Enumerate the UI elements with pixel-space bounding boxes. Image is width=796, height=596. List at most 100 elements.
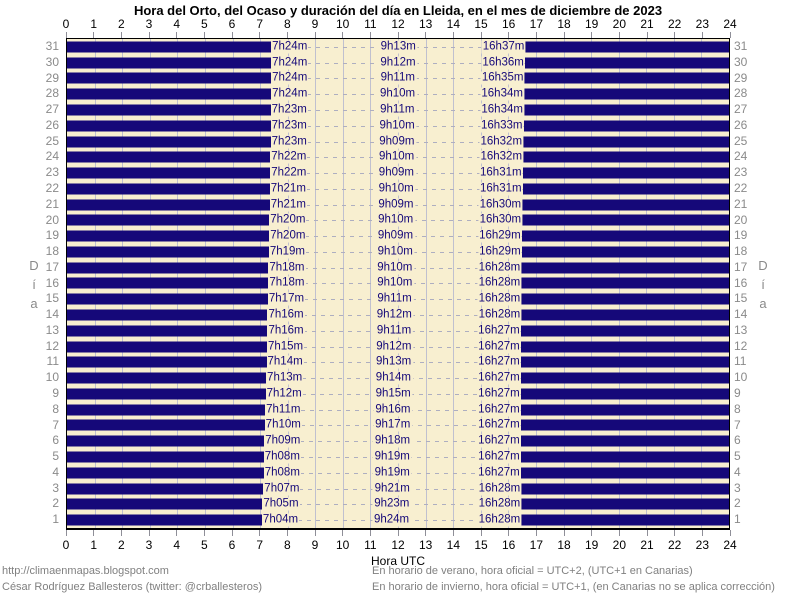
x-axis-ticks-top: [65, 32, 731, 38]
sunset-time-label: 16h28m: [477, 482, 522, 496]
night-bar-morning: [67, 151, 271, 163]
hour-label-9: 9: [311, 17, 319, 31]
day-number-left-1: 1: [52, 512, 59, 527]
night-bar-evening: [521, 514, 729, 526]
hour-label-8: 8: [283, 17, 291, 31]
night-bar-morning: [67, 120, 271, 132]
sunrise-time-label: 7h14m: [266, 355, 304, 369]
night-bar-morning: [67, 309, 268, 321]
day-row-7: 7h10m 9h17m 16h27m: [67, 418, 729, 434]
day-number-left-20: 20: [45, 212, 59, 227]
sunset-time-label: 16h34m: [480, 103, 524, 117]
day-row-5: 7h08m 9h19m 16h27m: [67, 449, 729, 465]
hour-label-11: 11: [364, 538, 377, 552]
night-bar-morning: [67, 483, 264, 495]
night-bar-evening: [521, 277, 729, 289]
sunrise-time-label: 7h12m: [265, 387, 303, 401]
y-axis-title-letter: í: [32, 276, 36, 292]
night-bar-evening: [525, 41, 729, 53]
sunset-time-label: 16h27m: [477, 450, 521, 464]
night-bar-morning: [67, 262, 269, 274]
tick-mark-19: [591, 32, 593, 38]
night-bar-evening: [520, 435, 729, 447]
day-duration-label: 9h23m: [372, 497, 412, 511]
tick-mark-14: [452, 530, 454, 536]
sunset-time-label: 16h30m: [478, 213, 523, 227]
tick-mark-15: [480, 530, 482, 536]
night-bar-morning: [67, 498, 263, 510]
day-number-right-31: 31: [734, 39, 748, 53]
tick-mark-13: [425, 32, 427, 38]
x-axis-labels-top: 0 1 2 3 4 5 6 7 8 9 10 11 12 13 14 15 16 17 18 19 20 21 22 23 24: [63, 17, 737, 31]
hour-label-4: 4: [173, 17, 180, 31]
day-row-3: 7h07m 9h21m 16h28m: [67, 481, 729, 497]
y-axis-title-letter: a: [759, 295, 767, 311]
sunrise-time-label: 7h24m: [271, 71, 309, 85]
day-number-right-11: 11: [734, 354, 747, 369]
plot-area: 7h24m 9h13m 16h37m 7h24m 9h12m 16h36m 7h24m 9h1…: [66, 38, 730, 530]
hour-label-13: 13: [418, 538, 433, 552]
tick-mark-23: [701, 530, 703, 536]
tick-mark-10: [342, 32, 344, 38]
tick-mark-10: [342, 530, 344, 536]
sunset-time-label: 16h32m: [479, 150, 524, 164]
day-row-6: 7h09m 9h18m 16h27m: [67, 433, 729, 449]
night-bar-morning: [67, 388, 266, 400]
day-row-1: 7h04m 9h24m 16h28m: [67, 512, 729, 528]
sunset-time-label: 16h27m: [477, 387, 521, 401]
hour-label-5: 5: [200, 538, 208, 552]
day-row-15: 7h17m 9h11m 16h28m: [67, 291, 729, 307]
night-bar-morning: [67, 514, 262, 526]
day-number-left-17: 17: [45, 259, 59, 274]
hour-label-6: 6: [228, 17, 236, 31]
day-number-right-14: 14: [734, 307, 748, 322]
night-bar-morning: [67, 41, 272, 53]
day-duration-label: 9h14m: [373, 371, 413, 385]
sunrise-time-label: 7h23m: [270, 135, 308, 149]
sunrise-time-label: 7h04m: [261, 513, 300, 527]
day-row-30: 7h24m 9h12m 16h36m: [67, 55, 729, 71]
day-number-right-22: 22: [734, 180, 748, 195]
day-number-left-4: 4: [52, 464, 59, 479]
tick-mark-13: [425, 530, 427, 536]
hour-label-13: 13: [418, 17, 433, 31]
hour-label-17: 17: [529, 538, 544, 552]
day-number-left-21: 21: [45, 196, 59, 211]
night-bar-evening: [521, 483, 729, 495]
sunset-time-label: 16h33m: [479, 119, 524, 133]
sunrise-time-label: 7h22m: [270, 150, 308, 164]
tick-mark-18: [563, 530, 565, 536]
sunset-time-label: 16h27m: [477, 340, 521, 354]
sunrise-time-label: 7h21m: [269, 198, 307, 212]
day-numbers-right: 31 30 29 28 27 26 25 24 23 22 21 20 19 18 17 16 15 14 13 12…: [732, 39, 772, 528]
tick-mark-20: [618, 530, 620, 536]
hour-label-11: 11: [364, 17, 377, 31]
day-duration-label: 9h11m: [378, 103, 417, 117]
day-number-right-18: 18: [734, 244, 748, 259]
day-duration-label: 9h10m: [375, 276, 415, 290]
tick-mark-1: [93, 32, 95, 38]
sunset-time-label: 16h27m: [477, 466, 521, 480]
day-number-right-8: 8: [734, 401, 741, 416]
day-number-left-3: 3: [52, 480, 59, 495]
sunset-time-label: 16h27m: [477, 355, 521, 369]
day-duration-label: 9h17m: [373, 418, 413, 432]
hour-label-16: 16: [501, 538, 516, 552]
night-bar-morning: [67, 88, 272, 100]
hour-label-10: 10: [335, 17, 350, 31]
day-number-left-5: 5: [52, 449, 59, 464]
tick-mark-11: [369, 530, 371, 536]
hour-label-24: 24: [723, 17, 737, 31]
night-bar-evening: [524, 57, 729, 69]
sunset-time-label: 16h27m: [477, 403, 521, 417]
hour-label-8: 8: [283, 538, 291, 552]
night-bar-evening: [521, 246, 729, 258]
sunrise-time-label: 7h18m: [268, 261, 306, 275]
day-number-left-22: 22: [45, 180, 59, 195]
day-number-left-28: 28: [45, 86, 59, 101]
day-number-left-29: 29: [45, 70, 59, 85]
night-bar-morning: [67, 404, 266, 416]
day-number-right-1: 1: [734, 512, 741, 527]
night-bar-evening: [522, 183, 729, 195]
